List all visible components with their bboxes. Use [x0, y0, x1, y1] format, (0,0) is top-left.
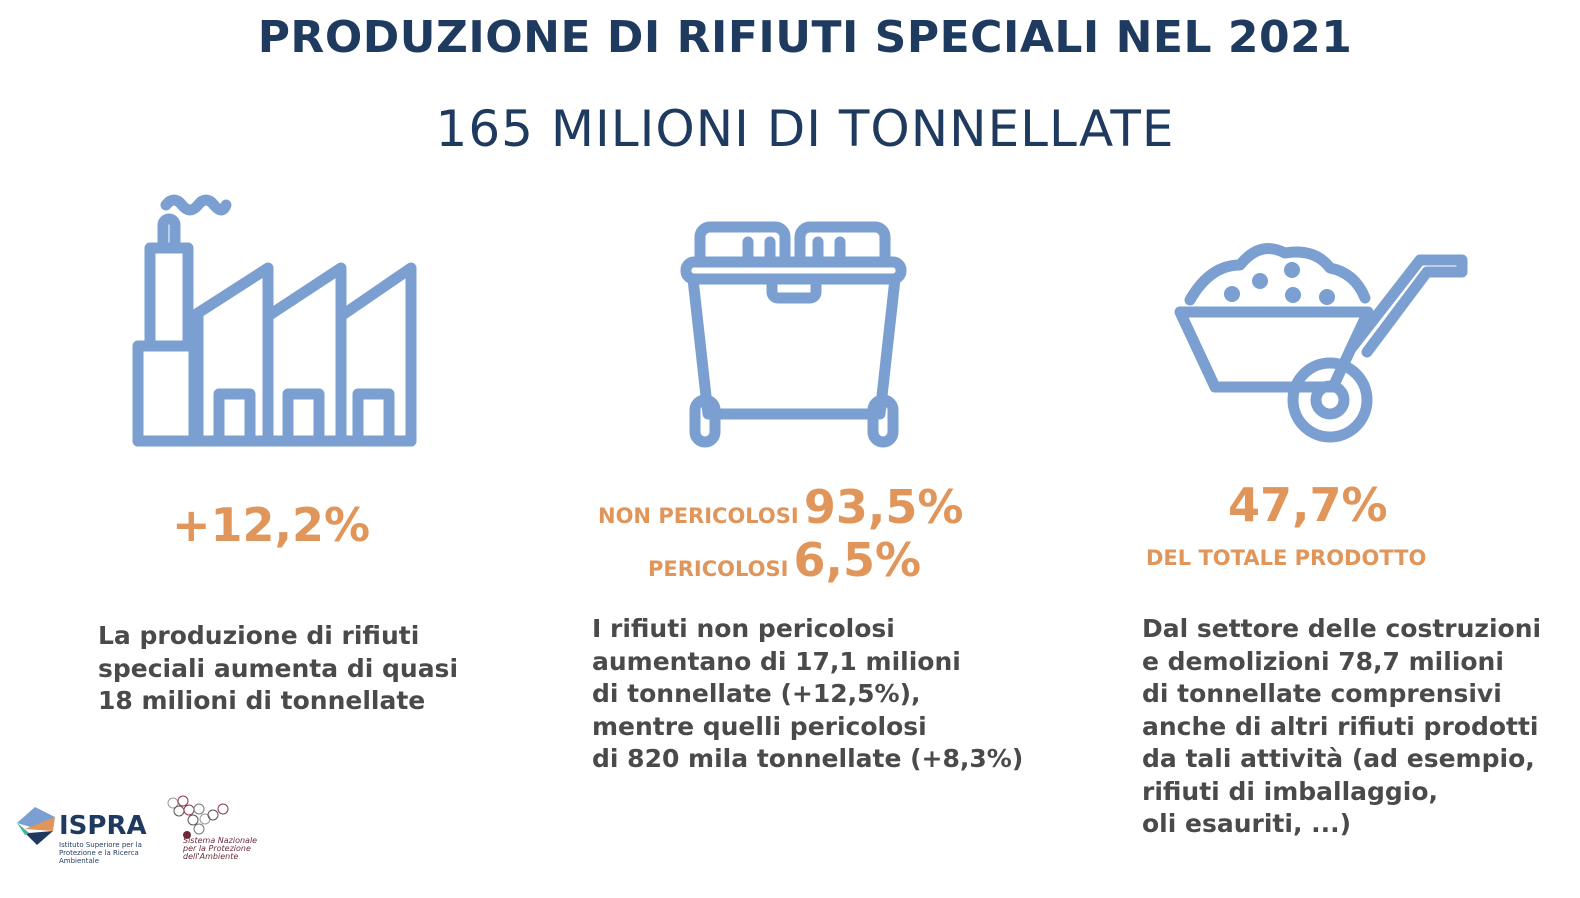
ispra-logo: ISPRA Istituto Superiore per la Protezio…: [15, 805, 147, 865]
page-title: PRODUZIONE DI RIFIUTI SPECIALI NEL 2021: [257, 12, 1353, 63]
waste-bin-icon: [680, 221, 907, 448]
ispra-name: ISPRA: [59, 811, 147, 841]
construction-description: Dal settore delle costruzioni e demolizi…: [1142, 614, 1542, 838]
non-hazardous-stat: 93,5%: [803, 480, 964, 534]
ispra-subtitle: Istituto Superiore per la Protezione e l…: [59, 841, 142, 865]
hazardous-stat: 6,5%: [793, 533, 922, 587]
factory-icon: [132, 194, 417, 447]
construction-label: DEL TOTALE PRODOTTO: [1146, 546, 1427, 570]
snpa-name: Sistema Nazionale per la Protezione dell…: [183, 836, 258, 861]
hazard-description: I rifiuti non pericolosi aumentano di 17…: [592, 614, 1024, 773]
hazardous-label: PERICOLOSI: [648, 557, 789, 581]
construction-stat: 47,7%: [1228, 478, 1388, 532]
growth-description: La produzione di rifiuti speciali aument…: [98, 621, 459, 715]
growth-stat: +12,2%: [172, 498, 371, 552]
snpa-hexagon-mark: [167, 795, 229, 839]
snpa-logo: Sistema Nazionale per la Protezione dell…: [165, 795, 275, 861]
non-hazardous-label: NON PERICOLOSI: [598, 504, 799, 528]
ispra-logo-mark: [17, 807, 55, 845]
page-subtitle: 165 MILIONI DI TONNELLATE: [435, 100, 1175, 158]
wheelbarrow-icon: [1174, 243, 1468, 443]
